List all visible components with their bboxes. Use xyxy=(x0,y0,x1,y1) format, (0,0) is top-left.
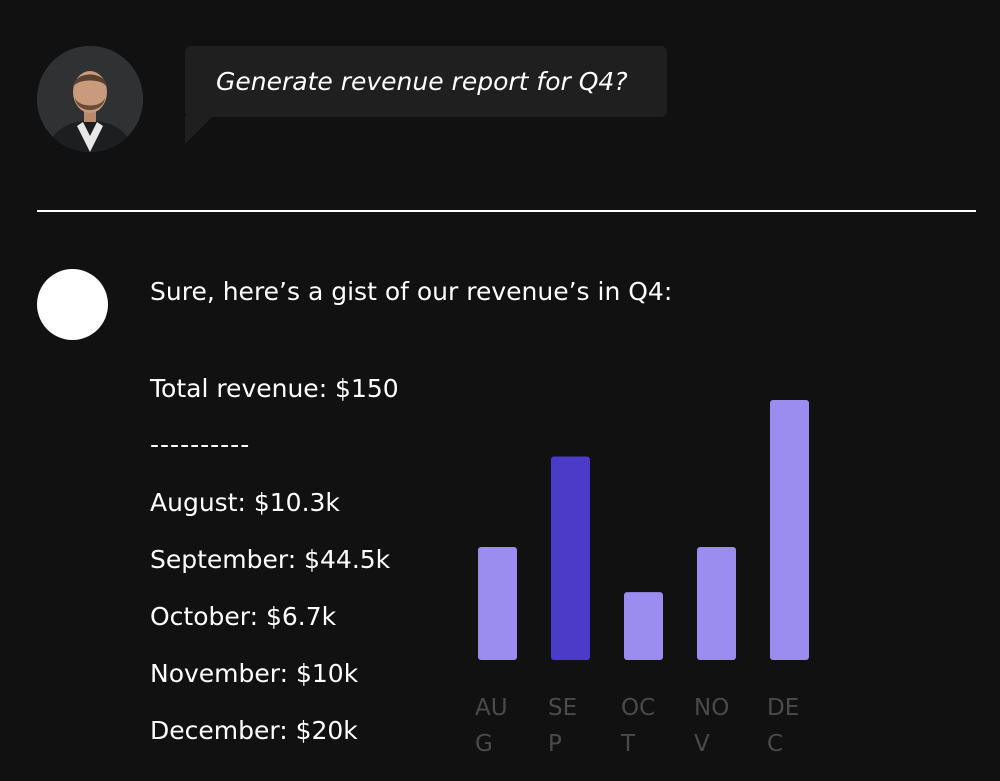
bar-dec xyxy=(770,400,809,660)
tick-label-nov-1: NO xyxy=(694,695,729,721)
tick-label-oct-2: T xyxy=(620,731,636,757)
month-revenue-september: September: $44.5k xyxy=(150,545,391,574)
tick-label-oct-1: OC xyxy=(621,695,655,721)
bar-oct xyxy=(624,592,663,660)
separator-text: ---------- xyxy=(150,430,251,459)
user-message-text: Generate revenue report for Q4? xyxy=(216,67,628,96)
tick-label-dec-1: DE xyxy=(767,695,799,721)
tick-label-sep-2: P xyxy=(548,731,562,757)
month-revenue-november: November: $10k xyxy=(150,659,359,688)
tick-label-nov-2: V xyxy=(694,731,710,757)
total-revenue-text: Total revenue: $150 xyxy=(150,374,399,403)
user-avatar xyxy=(37,46,143,152)
revenue-bar-chart-svg: AU G SE P OC T NO V DE C xyxy=(475,400,809,757)
tick-label-aug-1: AU xyxy=(475,695,508,721)
tick-label-dec-2: C xyxy=(767,731,783,757)
bar-nov xyxy=(697,546,736,660)
user-avatar-photo xyxy=(37,46,143,152)
assistant-intro-text: Sure, here’s a gist of our revenue’s in … xyxy=(150,277,673,306)
assistant-avatar xyxy=(37,269,108,340)
conversation-divider xyxy=(37,210,976,212)
month-revenue-october: October: $6.7k xyxy=(150,602,337,631)
month-revenue-december: December: $20k xyxy=(150,716,358,745)
user-message-bubble: Generate revenue report for Q4? xyxy=(185,46,667,117)
bar-aug xyxy=(478,546,517,660)
tick-label-aug-2: G xyxy=(475,731,493,757)
month-revenue-august: August: $10.3k xyxy=(150,488,340,517)
user-message-bubble-tail xyxy=(185,116,213,144)
tick-label-sep-1: SE xyxy=(548,695,577,721)
bar-sep xyxy=(551,456,590,660)
revenue-bar-chart: AU G SE P OC T NO V DE C xyxy=(460,385,840,765)
